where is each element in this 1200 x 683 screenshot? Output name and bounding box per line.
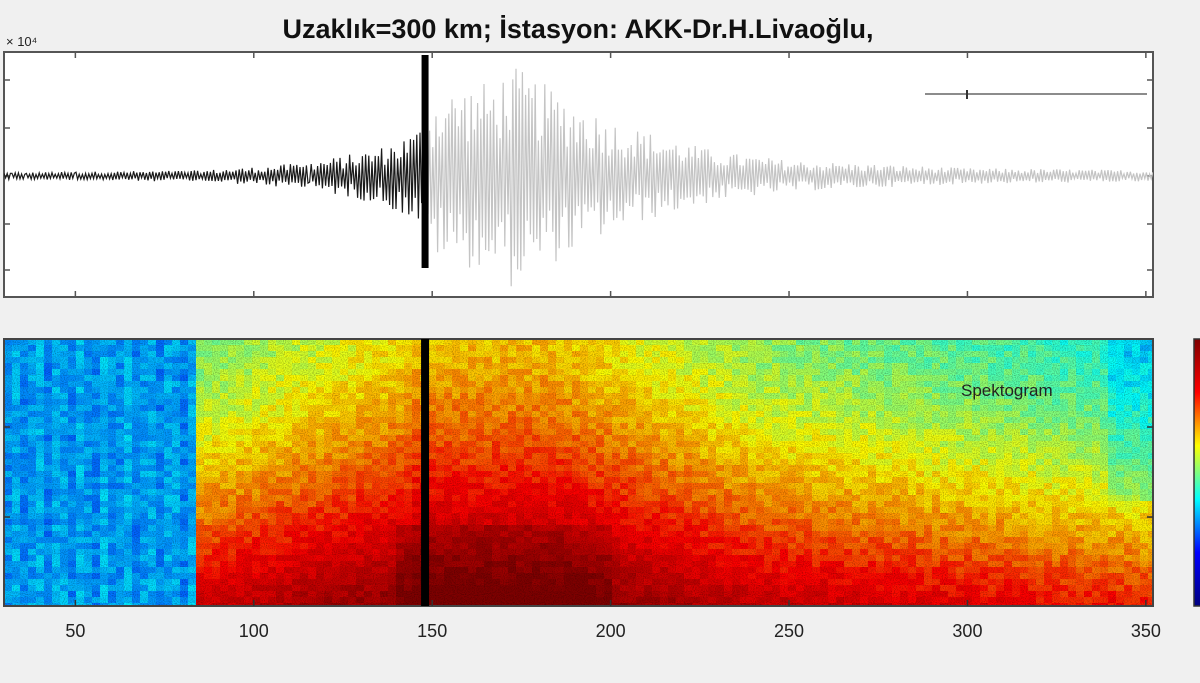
chart-title: Uzaklık=300 km; İstasyon: AKK-Dr.H.Livao… <box>283 14 874 44</box>
seismogram-trace-before-marker <box>4 132 426 219</box>
spectrogram-panel: Spektogram <box>3 338 1154 607</box>
seismogram-panel <box>3 51 1154 298</box>
y-exponent-label: × 10⁴ <box>6 34 37 49</box>
seismogram-trace-after-marker <box>425 68 1153 287</box>
seismogram-ticks <box>4 52 1153 297</box>
